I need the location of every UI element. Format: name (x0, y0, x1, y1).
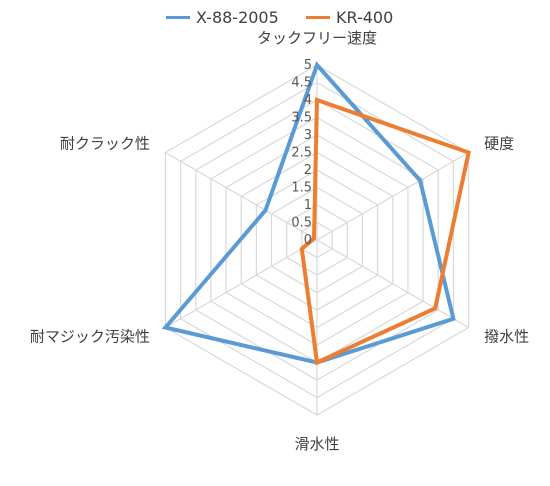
tick-label: 3 (304, 128, 312, 143)
series-line-2 (299, 97, 471, 366)
axis-label: 硬度 (484, 135, 514, 153)
tick-label: 1 (304, 198, 312, 213)
legend-label-series-1: X-88-2005 (196, 7, 279, 27)
legend-item-series-2: KR-400 (306, 4, 393, 30)
tick-label: 4 (304, 93, 312, 108)
tick-label: 1.5 (291, 181, 312, 196)
tick-label: 2 (304, 163, 312, 178)
tick-label: 0.5 (291, 216, 312, 231)
axis-label: タックフリー速度 (257, 29, 377, 47)
legend: X-88-2005 KR-400 (0, 4, 550, 30)
axis-label: 滑水性 (294, 435, 339, 453)
axis-label: 耐クラック性 (60, 135, 150, 153)
legend-swatch-series-1 (166, 15, 190, 19)
legend-swatch-series-2 (306, 15, 330, 19)
legend-item-series-1: X-88-2005 (166, 4, 279, 30)
tick-label: 4.5 (291, 76, 312, 91)
series-lines (161, 61, 471, 366)
tick-label: 3.5 (291, 111, 312, 126)
tick-labels: 0 0.5 1 1.5 2 2.5 3 3.5 4 4.5 5 (291, 58, 312, 248)
spoke-line (165, 151, 318, 241)
tick-label: 5 (304, 58, 312, 73)
spoke-line (165, 239, 318, 329)
spoke-line (316, 151, 469, 241)
spokes (165, 65, 469, 415)
tick-label: 0 (304, 233, 312, 248)
axis-label: 撥水性 (484, 328, 529, 346)
axis-label: 耐マジック汚染性 (30, 328, 150, 346)
legend-label-series-2: KR-400 (336, 7, 394, 27)
spoke-line (316, 239, 469, 329)
tick-label: 2.5 (291, 146, 312, 161)
